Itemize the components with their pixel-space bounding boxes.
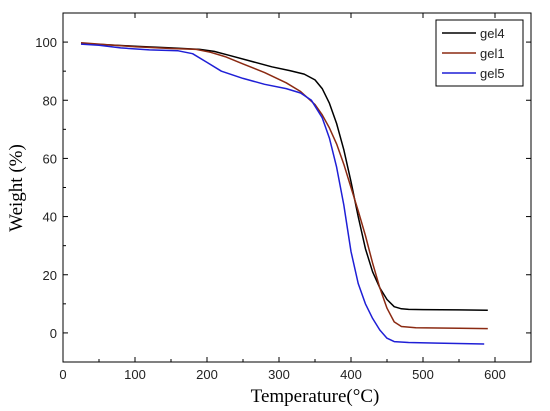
legend-label-gel1: gel1 bbox=[480, 46, 505, 61]
x-tick-label: 400 bbox=[340, 367, 362, 382]
y-tick-label: 100 bbox=[35, 35, 57, 50]
y-tick-label: 80 bbox=[43, 93, 57, 108]
x-axis-title: Temperature(°C) bbox=[251, 386, 380, 407]
legend-label-gel4: gel4 bbox=[480, 26, 505, 41]
x-tick-label: 500 bbox=[412, 367, 434, 382]
y-tick-label: 20 bbox=[43, 268, 57, 283]
x-tick-label: 0 bbox=[59, 367, 66, 382]
series-layer bbox=[80, 41, 488, 345]
x-tick-label: 200 bbox=[196, 367, 218, 382]
axis-ticks: 0 100 200 300 400 500 600 0 20 40 60 80 100 bbox=[35, 12, 531, 382]
y-tick-label: 40 bbox=[43, 210, 57, 225]
y-tick-label: 0 bbox=[50, 326, 57, 341]
legend: gel4 gel1 gel5 bbox=[435, 19, 524, 87]
legend-label-gel5: gel5 bbox=[480, 66, 505, 81]
x-tick-label: 300 bbox=[268, 367, 290, 382]
x-tick-label: 100 bbox=[124, 367, 146, 382]
series-line-gel4 bbox=[80, 42, 488, 311]
x-tick-label: 600 bbox=[484, 367, 506, 382]
y-tick-label: 60 bbox=[43, 151, 57, 166]
series-line-gel1 bbox=[80, 41, 488, 330]
series-line-gel5 bbox=[80, 43, 485, 345]
y-axis-title: Weight (%) bbox=[6, 144, 27, 232]
